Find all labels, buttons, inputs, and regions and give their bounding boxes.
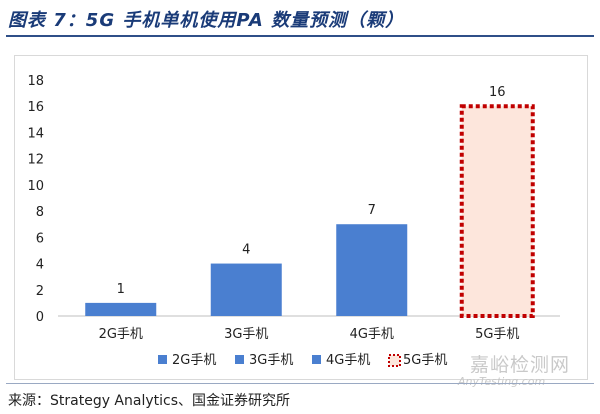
legend-label: 5G手机	[403, 353, 447, 368]
data-label: 4	[242, 243, 250, 258]
y-tick-label: 4	[36, 258, 44, 273]
source-rule	[6, 383, 594, 384]
y-tick-label: 16	[27, 100, 44, 115]
y-tick-label: 6	[36, 231, 44, 246]
legend-swatch	[235, 355, 244, 364]
x-tick-label: 4G手机	[350, 327, 394, 342]
bar	[210, 263, 282, 316]
legend-label: 2G手机	[172, 353, 216, 368]
legend-swatch-highlighted	[388, 354, 401, 367]
title-rule	[6, 35, 594, 37]
data-label: 1	[117, 282, 125, 297]
data-label: 16	[489, 85, 506, 100]
y-tick-label: 12	[27, 153, 44, 168]
y-tick-label: 0	[36, 310, 44, 325]
x-tick-label: 5G手机	[475, 327, 519, 342]
source-note: 来源：Strategy Analytics、国金证券研究所	[8, 393, 291, 409]
y-tick-label: 10	[27, 179, 44, 194]
legend-label: 4G手机	[326, 353, 370, 368]
legend-swatch	[312, 355, 321, 364]
x-tick-label: 3G手机	[224, 327, 268, 342]
watermark: 嘉峪检测网	[470, 354, 571, 376]
chart-title: 图表 7：5G 手机单机使用PA 数量预测（颗）	[8, 10, 405, 31]
y-tick-label: 14	[27, 126, 44, 141]
bar	[336, 224, 408, 316]
data-label: 7	[368, 203, 376, 218]
watermark-sub: AnyTesting.com	[458, 375, 546, 388]
chart-frame	[14, 55, 588, 380]
bar	[85, 302, 157, 316]
y-tick-label: 2	[36, 284, 44, 299]
bar-highlighted	[459, 104, 535, 318]
legend-swatch	[158, 355, 167, 364]
x-tick-label: 2G手机	[99, 327, 143, 342]
y-tick-label: 8	[36, 205, 44, 220]
y-tick-label: 18	[27, 74, 44, 89]
legend-label: 3G手机	[249, 353, 293, 368]
